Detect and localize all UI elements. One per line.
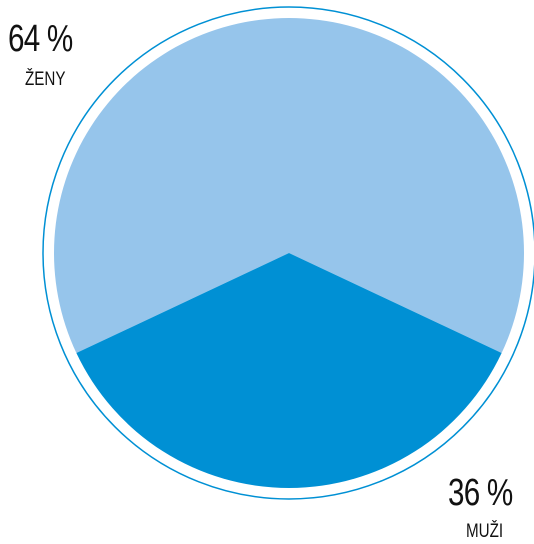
pie-slice-muzi — [76, 253, 502, 488]
pie-outline-ring — [42, 6, 534, 500]
slice-value-label-zeny: 64 % — [8, 18, 73, 60]
slice-name-label-muzi: MUŽI — [466, 521, 504, 542]
pie-slice-zeny — [53, 17, 524, 354]
slice-name-label-zeny: ŽENY — [25, 69, 66, 90]
slice-value-label-muzi: 36 % — [448, 472, 513, 514]
